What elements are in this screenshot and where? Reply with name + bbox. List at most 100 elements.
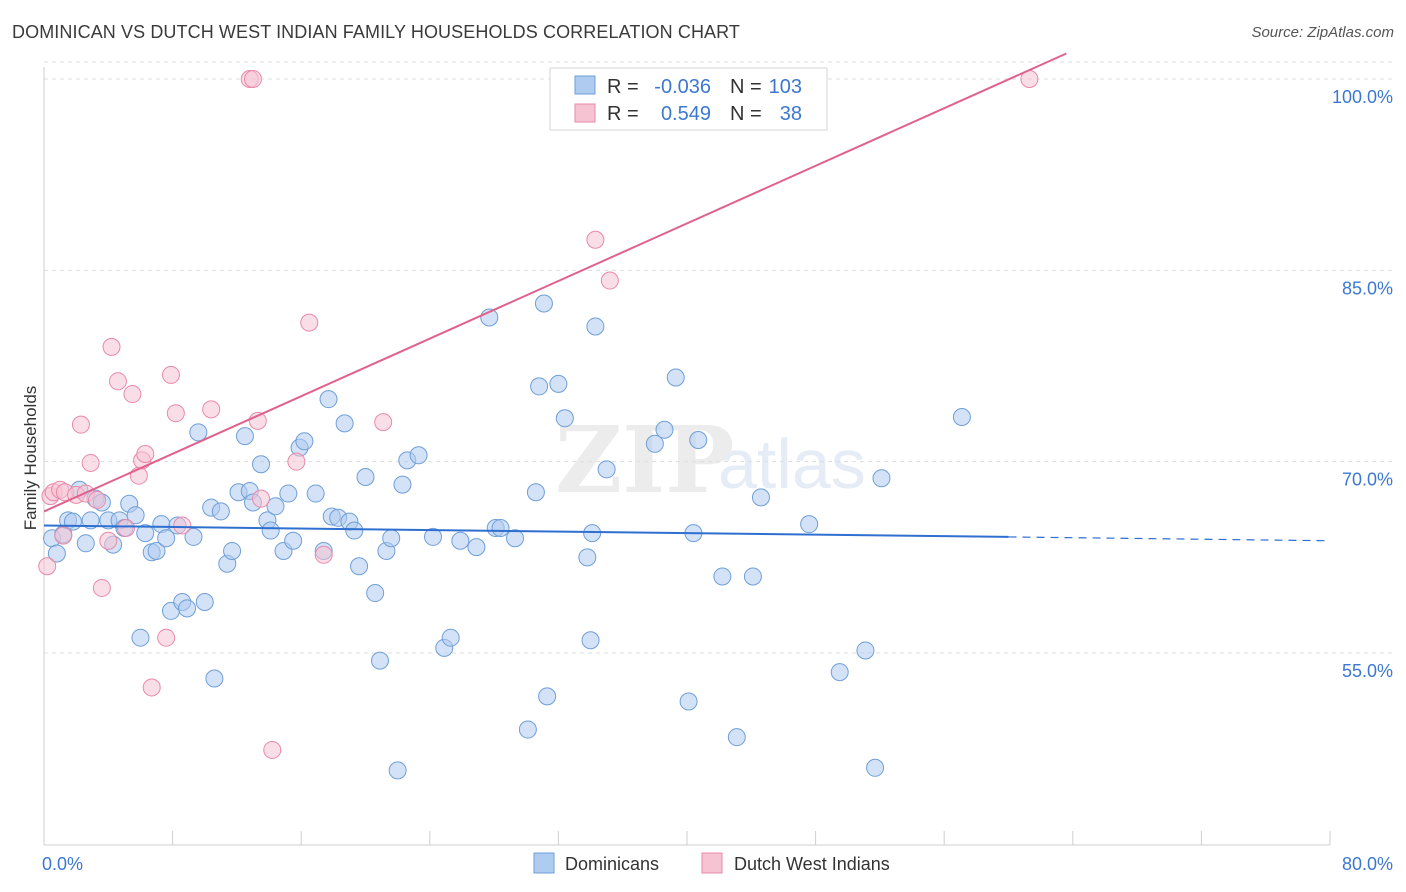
dutch-west-indians-point-21	[157, 628, 176, 647]
stats-legend: R = -0.036 N = 103 R = 0.549 N = 38	[549, 67, 828, 131]
legend-r-value-2: 0.549	[661, 103, 711, 125]
dominicans-point-54	[345, 521, 364, 540]
dutch-west-indians-point-14	[108, 372, 127, 391]
dominicans-point-64	[409, 446, 428, 465]
dutch-west-indians-point-25	[202, 400, 221, 419]
legend-n-value-2: 38	[780, 103, 802, 125]
bottom-legend-swatch-pink	[701, 852, 723, 874]
dominicans-trend-line	[43, 524, 1009, 538]
dutch-west-indians-point-12	[99, 531, 118, 550]
dominicans-point-30	[205, 669, 224, 688]
dutch-west-indians-point-9	[81, 453, 100, 472]
dominicans-point-57	[366, 584, 385, 603]
dutch-west-indians-point-34	[374, 413, 393, 432]
dominicans-point-58	[370, 651, 389, 670]
trend-lines	[43, 52, 1331, 542]
dominicans-point-17	[136, 524, 155, 543]
dominicans-point-88	[666, 368, 685, 387]
dutch-west-indians-points	[38, 70, 1039, 759]
dominicans-point-81	[578, 548, 597, 567]
dominicans-point-43	[279, 484, 298, 503]
dominicans-point-72	[491, 518, 510, 537]
bottom-legend-swatch-blue	[533, 852, 555, 874]
dominicans-point-61	[388, 761, 407, 780]
dominicans-point-21	[157, 529, 176, 548]
legend-r-value-1: -0.036	[654, 76, 711, 98]
dutch-west-indians-point-32	[300, 313, 319, 332]
dutch-west-indians-point-29	[252, 489, 271, 508]
dominicans-point-92	[713, 567, 732, 586]
dominicans-point-15	[126, 506, 145, 525]
dutch-west-indians-point-23	[166, 404, 185, 423]
dominicans-point-86	[645, 434, 664, 453]
dutch-west-indians-point-15	[116, 518, 135, 537]
dominicans-point-55	[350, 557, 369, 576]
dutch-west-indians-point-30	[263, 740, 282, 759]
dominicans-point-84	[586, 317, 605, 336]
watermark: ZIP atlas	[555, 406, 866, 514]
dominicans-point-25	[178, 599, 197, 618]
dominicans-point-95	[751, 488, 770, 507]
y-tick-labels: 55.0% 70.0% 85.0% 100.0%	[1332, 87, 1393, 681]
y-tick-label-85: 85.0%	[1342, 278, 1393, 298]
dominicans-point-98	[856, 641, 875, 660]
dutch-west-indians-point-19	[136, 445, 155, 464]
dominicans-point-52	[335, 414, 354, 433]
dominicans-point-27	[189, 423, 208, 442]
dutch-west-indians-point-22	[161, 365, 180, 384]
bottom-legend-dutch-west-indians: Dutch West Indians	[734, 854, 890, 874]
series-legend: Dominicans Dutch West Indians	[533, 852, 890, 874]
dominicans-point-35	[235, 427, 254, 446]
dominicans-point-93	[727, 728, 746, 747]
source-label: Source: ZipAtlas.com	[1251, 24, 1394, 41]
dominicans-point-31	[211, 502, 230, 521]
dominicans-point-47	[306, 484, 325, 503]
bottom-legend-dominicans: Dominicans	[565, 854, 659, 874]
dutch-west-indians-point-4	[54, 526, 73, 545]
dominicans-point-91	[689, 430, 708, 449]
dominicans-point-60	[382, 529, 401, 548]
dominicans-point-1	[47, 544, 66, 563]
dominicans-point-87	[655, 420, 674, 439]
dominicans-point-75	[526, 483, 545, 502]
dominicans-point-26	[184, 527, 203, 546]
dominicans-point-97	[830, 663, 849, 682]
dominicans-point-28	[195, 592, 214, 611]
dominicans-point-77	[534, 294, 553, 313]
y-tick-label-70: 70.0%	[1342, 470, 1393, 490]
dominicans-point-99	[866, 758, 885, 777]
dutch-west-indians-point-36	[600, 271, 619, 290]
dutch-west-indians-trend-line	[43, 52, 1067, 513]
dominicans-point-100	[872, 469, 891, 488]
legend-n-label-1: N =	[730, 76, 762, 98]
dutch-west-indians-point-7	[71, 415, 90, 434]
dominicans-point-62	[393, 475, 412, 494]
dominicans-point-33	[223, 541, 242, 560]
legend-swatch-pink	[574, 103, 596, 123]
dominicans-point-94	[743, 567, 762, 586]
dominicans-point-6	[76, 534, 95, 553]
dominicans-point-56	[356, 467, 375, 486]
legend-n-label-2: N =	[730, 103, 762, 125]
dominicans-point-40	[261, 521, 280, 540]
dominicans-point-79	[549, 374, 568, 393]
dutch-west-indians-point-27	[243, 70, 262, 88]
dominicans-point-80	[555, 409, 574, 428]
dutch-west-indians-point-13	[102, 337, 121, 356]
legend-swatch-blue	[574, 75, 596, 95]
dominicans-point-38	[252, 455, 271, 474]
dominicans-point-46	[295, 432, 314, 451]
dominicans-point-83	[583, 524, 602, 543]
dutch-west-indians-point-10	[88, 490, 107, 509]
dutch-west-indians-point-20	[142, 678, 161, 697]
dominicans-point-101	[952, 408, 971, 427]
dominicans-trend-extension	[1008, 536, 1331, 542]
legend-n-value-1: 103	[769, 76, 802, 98]
dominicans-point-69	[467, 538, 486, 557]
dominicans-point-85	[597, 460, 616, 479]
dutch-west-indians-point-33	[314, 545, 333, 564]
dutch-west-indians-point-31	[287, 452, 306, 471]
dominicans-point-89	[679, 692, 698, 711]
dominicans-point-76	[530, 377, 549, 396]
dominicans-point-41	[266, 497, 285, 516]
